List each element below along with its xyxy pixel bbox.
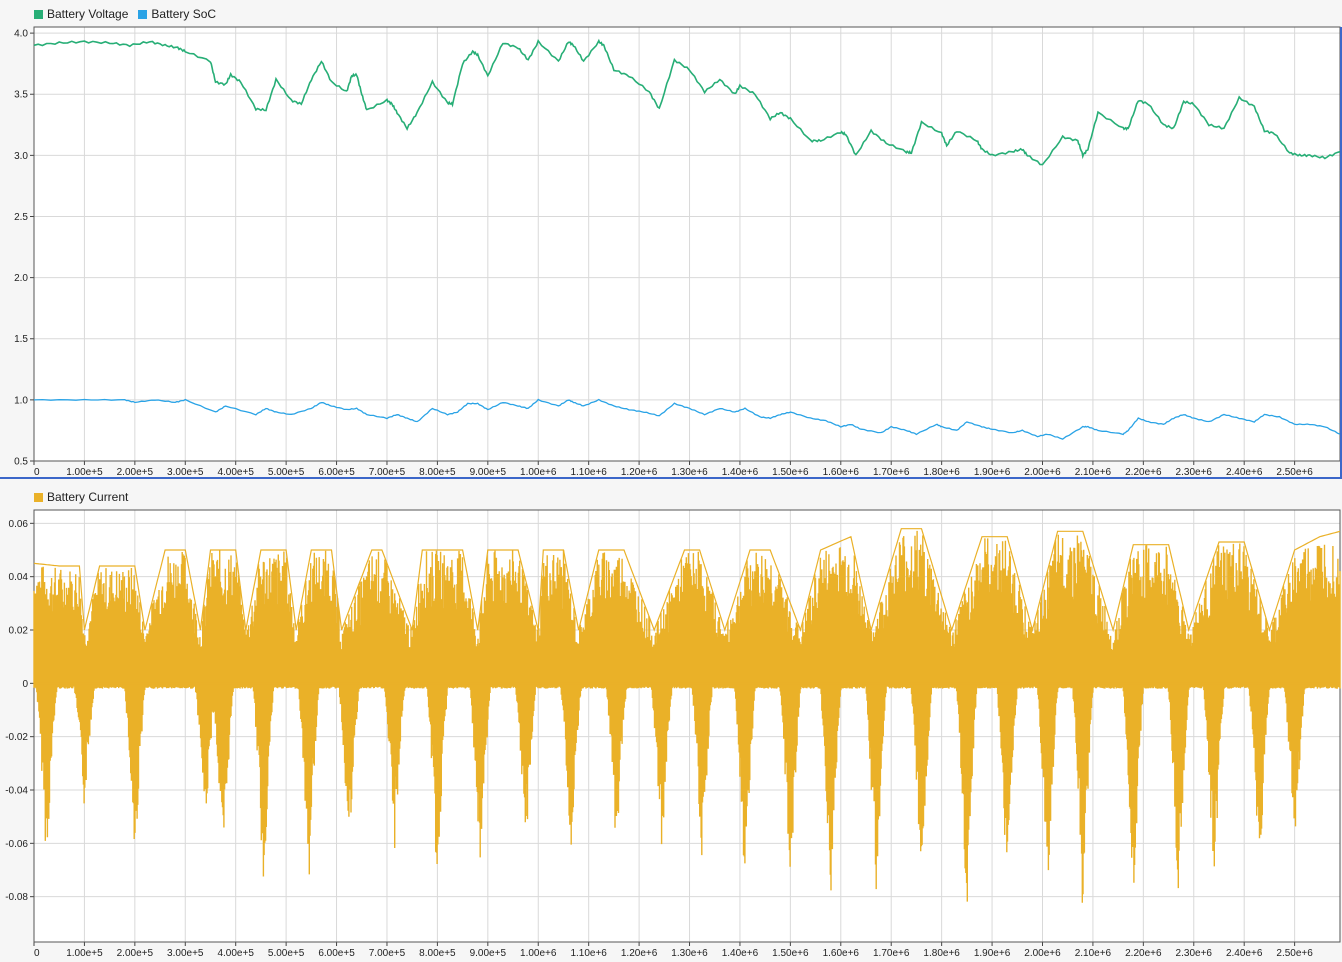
top-xtick-label: 1.00e+6 xyxy=(520,467,557,478)
bottom-xtick-label: 7.00e+5 xyxy=(369,948,406,959)
voltage-soc-panel: 0 1.00e+5 2.00e+5 3.00e+5 4.00e+5 5.00e+5 6.00… xyxy=(0,0,1342,478)
top-xtick-label: 1.20e+6 xyxy=(621,467,658,478)
bottom-xtick-label: 1.90e+6 xyxy=(974,948,1011,959)
current-panel: 0 1.00e+5 2.00e+5 3.00e+5 4.00e+5 5.00e+5 6.00… xyxy=(0,483,1342,962)
legend-item-current[interactable]: Battery Current xyxy=(34,490,128,504)
bottom-xtick-label: 2.00e+6 xyxy=(1024,948,1061,959)
top-xtick-label: 1.50e+6 xyxy=(772,467,809,478)
bottom-xtick-label: 1.70e+6 xyxy=(873,948,910,959)
bottom-xtick-label: 2.00e+5 xyxy=(117,948,154,959)
top-xtick-label: 8.00e+5 xyxy=(419,467,456,478)
bottom-ytick-label: 0.04 xyxy=(9,572,29,583)
soc-swatch xyxy=(138,9,148,19)
bottom-ytick-label: 0 xyxy=(22,679,28,690)
top-ytick-label: 2.0 xyxy=(14,273,28,284)
bottom-ytick-label: 0.06 xyxy=(9,519,29,530)
voltage-soc-chart[interactable]: 0 1.00e+5 2.00e+5 3.00e+5 4.00e+5 5.00e+5 6.00… xyxy=(0,0,1342,478)
top-xtick-label: 1.70e+6 xyxy=(873,467,910,478)
bottom-xtick-label: 9.00e+5 xyxy=(470,948,507,959)
current-series-envelope xyxy=(33,528,1341,633)
bottom-ytick-label: -0.02 xyxy=(5,732,28,743)
bottom-xtick-label: 1.20e+6 xyxy=(621,948,658,959)
top-xtick-label: 1.10e+6 xyxy=(570,467,607,478)
current-swatch xyxy=(34,492,43,502)
bottom-xtick-label: 1.80e+6 xyxy=(923,948,960,959)
bottom-xtick-label: 0 xyxy=(34,948,40,959)
bottom-xtick-label: 1.40e+6 xyxy=(722,948,759,959)
top-xtick-label: 1.80e+6 xyxy=(923,467,960,478)
bottom-xtick-label: 1.00e+6 xyxy=(520,948,557,959)
top-plot-area xyxy=(34,27,1340,461)
top-xtick-label: 2.00e+5 xyxy=(117,467,154,478)
bottom-xtick-label: 2.20e+6 xyxy=(1125,948,1162,959)
voltage-soc-legend: Battery Voltage Battery SoC xyxy=(34,6,216,22)
top-xtick-label: 1.00e+5 xyxy=(66,467,103,478)
legend-item-voltage[interactable]: Battery Voltage xyxy=(34,7,128,21)
top-xtick-label: 2.00e+6 xyxy=(1024,467,1061,478)
top-ytick-label: 1.5 xyxy=(14,334,28,345)
top-xtick-label: 2.50e+6 xyxy=(1276,467,1313,478)
top-xtick-label: 2.10e+6 xyxy=(1075,467,1112,478)
top-xtick-label: 7.00e+5 xyxy=(369,467,406,478)
voltage-swatch xyxy=(34,9,43,19)
top-xtick-label: 2.20e+6 xyxy=(1125,467,1162,478)
top-xtick-label: 3.00e+5 xyxy=(167,467,204,478)
top-ytick-label: 2.5 xyxy=(14,212,28,223)
bottom-xtick-label: 2.30e+6 xyxy=(1176,948,1213,959)
top-xtick-label: 0 xyxy=(34,467,40,478)
top-xtick-label: 2.40e+6 xyxy=(1226,467,1263,478)
bottom-ytick-label: -0.04 xyxy=(5,786,28,797)
bottom-xtick-label: 1.50e+6 xyxy=(772,948,809,959)
legend-label-soc: Battery SoC xyxy=(151,7,217,21)
bottom-xtick-label: 2.50e+6 xyxy=(1276,948,1313,959)
top-xtick-label: 1.60e+6 xyxy=(823,467,860,478)
legend-item-soc[interactable]: Battery SoC xyxy=(138,7,216,21)
bottom-xtick-label: 1.10e+6 xyxy=(570,948,607,959)
bottom-xtick-label: 1.00e+5 xyxy=(66,948,103,959)
bottom-xtick-label: 2.40e+6 xyxy=(1226,948,1263,959)
bottom-axes-frame xyxy=(33,509,1341,943)
panel-divider xyxy=(0,477,1342,479)
legend-label-current: Battery Current xyxy=(47,490,129,504)
top-ytick-label: 1.0 xyxy=(14,395,28,406)
bottom-xtick-label: 1.30e+6 xyxy=(671,948,708,959)
top-xtick-label: 6.00e+5 xyxy=(318,467,355,478)
bottom-ytick-label: 0.02 xyxy=(9,626,29,637)
bottom-xtick-label: 6.00e+5 xyxy=(318,948,355,959)
bottom-xtick-label: 2.10e+6 xyxy=(1075,948,1112,959)
top-ytick-label: 3.0 xyxy=(14,151,28,162)
bottom-ytick-label: -0.08 xyxy=(5,892,28,903)
bottom-xtick-label: 3.00e+5 xyxy=(167,948,204,959)
bottom-ytick-label: -0.06 xyxy=(5,839,28,850)
bottom-xtick-label: 8.00e+5 xyxy=(419,948,456,959)
legend-label-voltage: Battery Voltage xyxy=(47,7,129,21)
soc-series-line xyxy=(33,398,1341,440)
top-xtick-label: 4.00e+5 xyxy=(217,467,254,478)
top-xtick-label: 1.30e+6 xyxy=(671,467,708,478)
bottom-xtick-label: 1.60e+6 xyxy=(823,948,860,959)
top-xtick-label: 2.30e+6 xyxy=(1176,467,1213,478)
bottom-xtick-label: 5.00e+5 xyxy=(268,948,305,959)
current-chart[interactable]: 0 1.00e+5 2.00e+5 3.00e+5 4.00e+5 5.00e+5 6.00… xyxy=(0,483,1342,962)
top-ytick-label: 0.5 xyxy=(14,457,28,468)
top-xtick-label: 5.00e+5 xyxy=(268,467,305,478)
voltage-series-line xyxy=(33,38,1341,166)
current-legend: Battery Current xyxy=(34,489,128,505)
top-xtick-label: 9.00e+5 xyxy=(470,467,507,478)
bottom-xtick-label: 4.00e+5 xyxy=(217,948,254,959)
top-xtick-label: 1.40e+6 xyxy=(722,467,759,478)
top-xtick-label: 1.90e+6 xyxy=(974,467,1011,478)
top-ytick-label: 4.0 xyxy=(14,29,28,40)
top-ytick-label: 3.5 xyxy=(14,90,28,101)
